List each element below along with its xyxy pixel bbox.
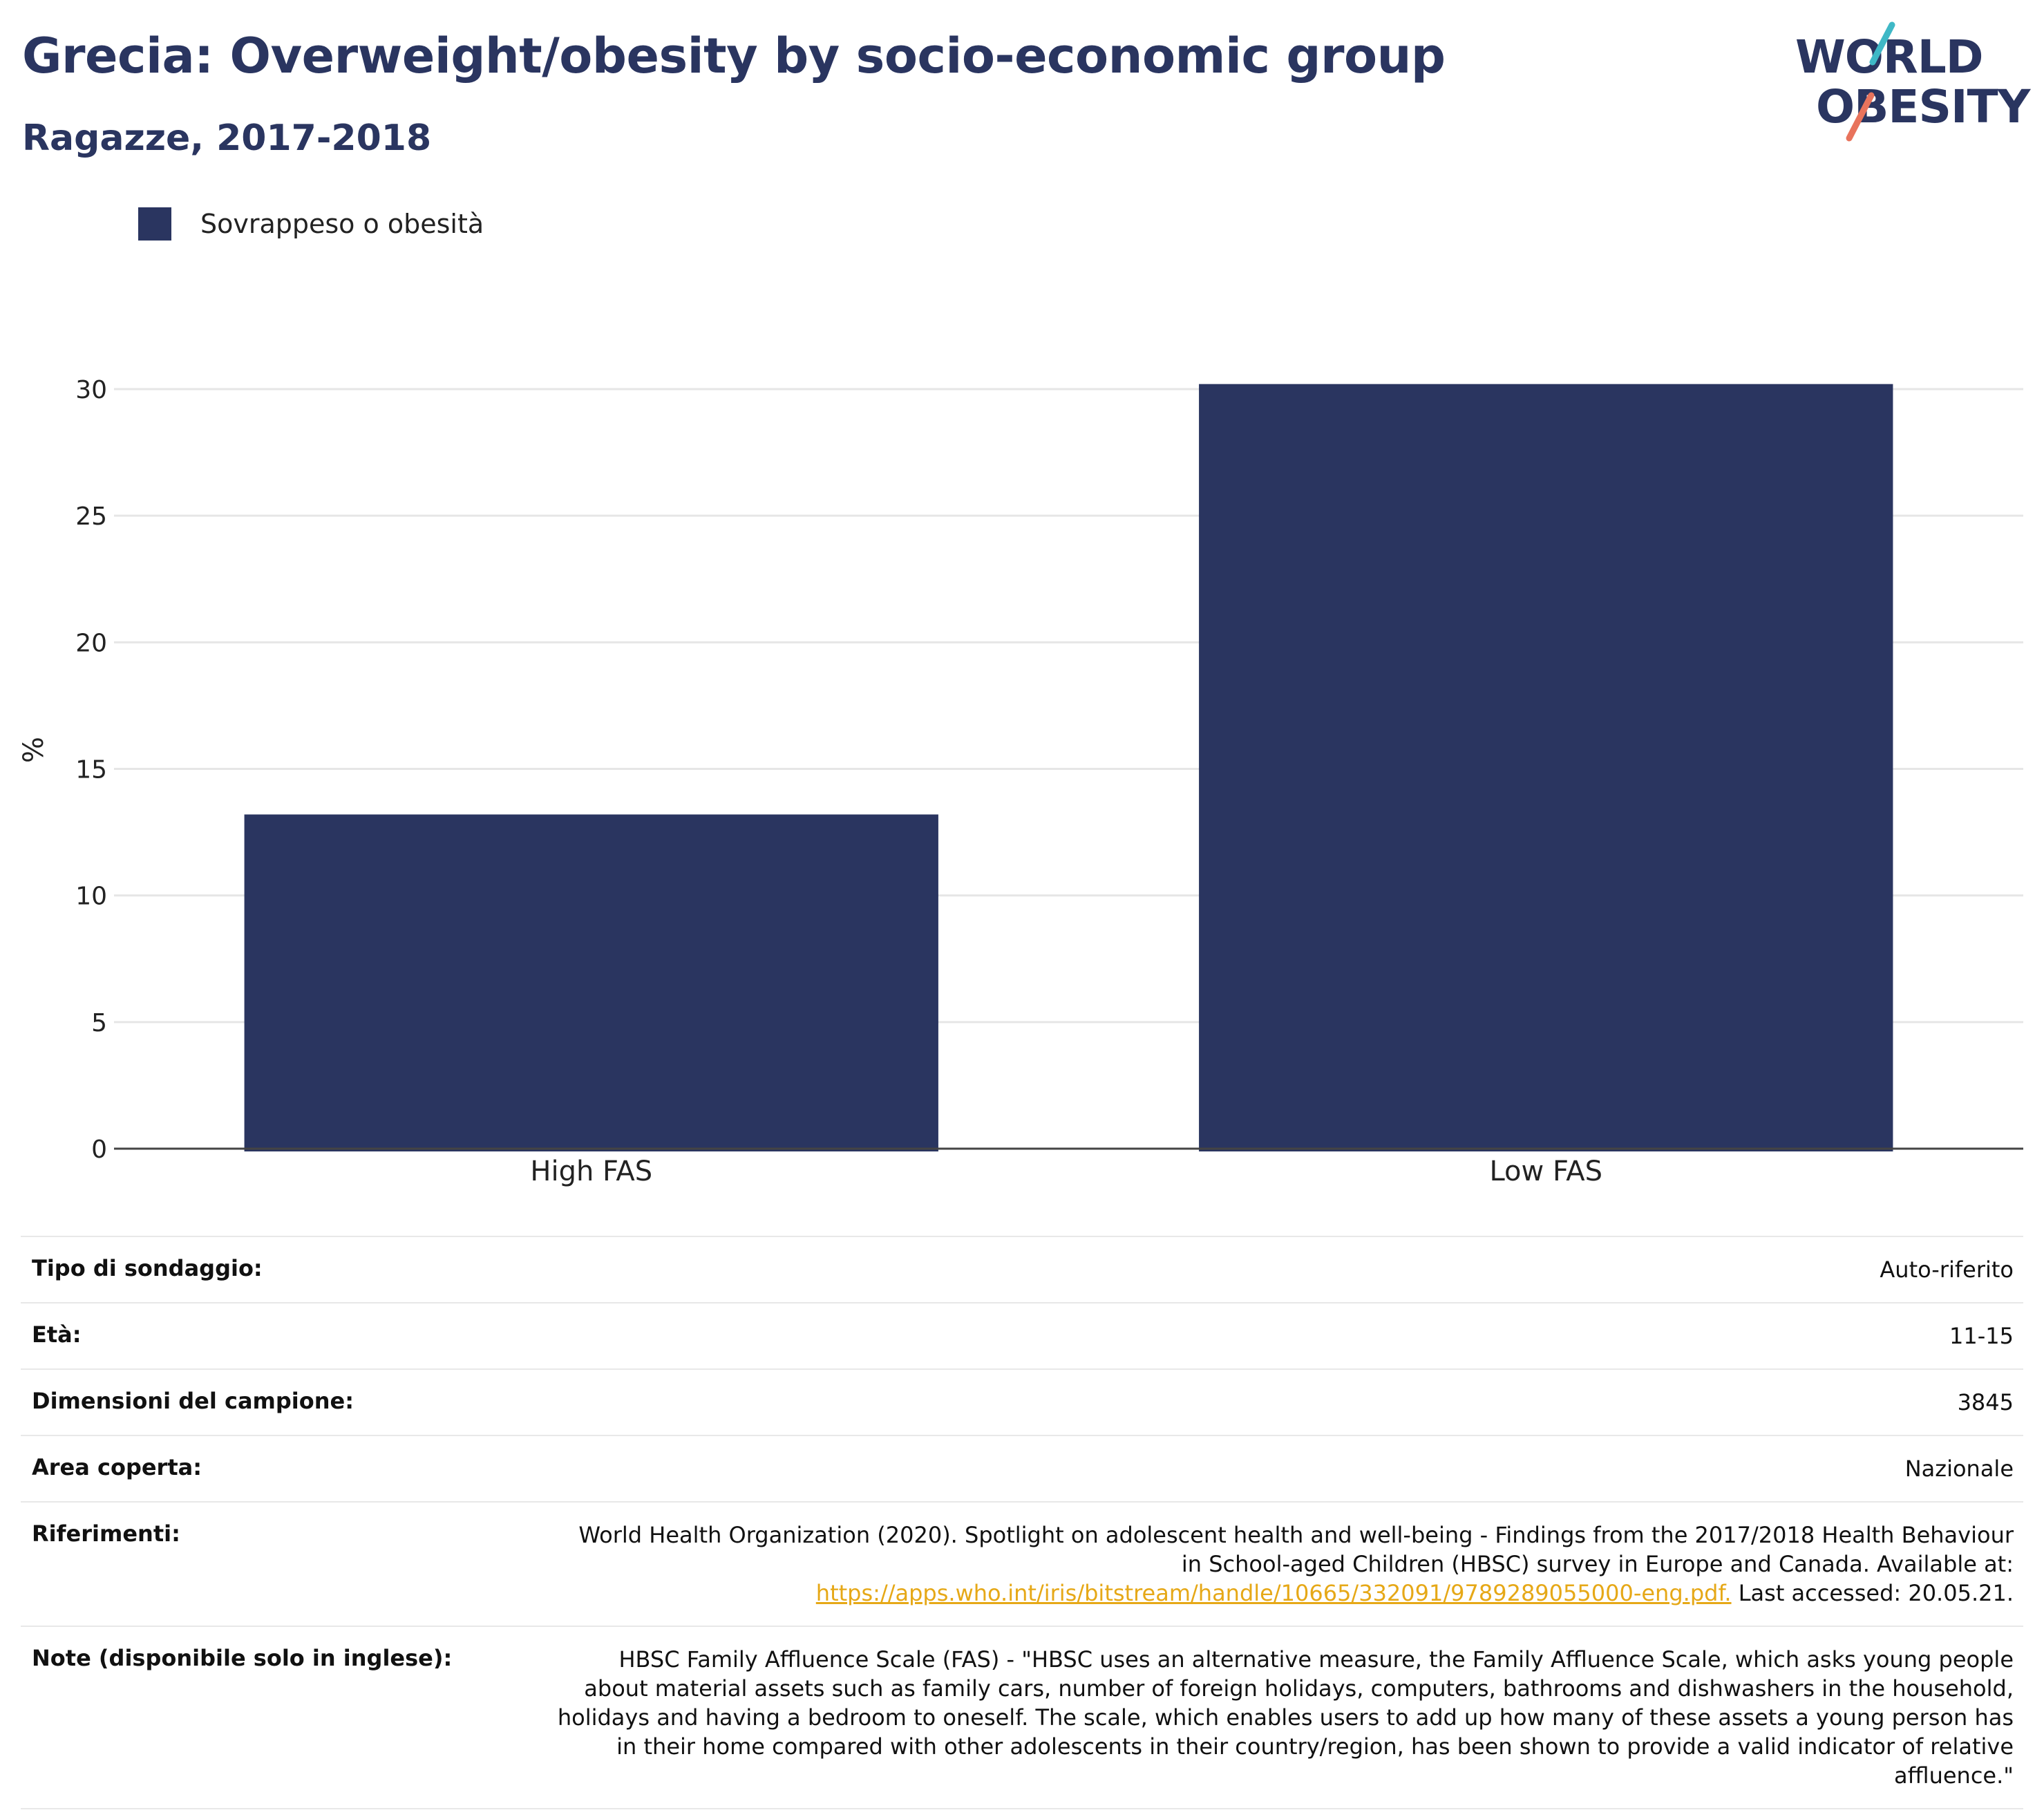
logo-slash-icon bbox=[1846, 21, 1895, 142]
x-tick-label: High FAS bbox=[530, 1156, 652, 1187]
logo-line-1: WORLD bbox=[1795, 30, 1984, 84]
y-tick-label: 15 bbox=[75, 756, 107, 784]
metadata-value: 11-15 bbox=[557, 1321, 2014, 1350]
metadata-key: Area coperta: bbox=[32, 1454, 202, 1480]
x-tick-label: Low FAS bbox=[1489, 1156, 1602, 1187]
metadata-value: 3845 bbox=[557, 1388, 2014, 1417]
y-tick-label: 25 bbox=[75, 502, 107, 531]
metadata-row: Area coperta: Nazionale bbox=[21, 1435, 2023, 1501]
metadata-row: Note (disponibile solo in inglese): HBSC … bbox=[21, 1626, 2023, 1808]
world-obesity-logo: WORLD OBESITY bbox=[1795, 21, 2030, 145]
bar-high-fas bbox=[244, 814, 938, 1151]
chart-subtitle: Ragazze, 2017-2018 bbox=[22, 117, 432, 159]
legend: Sovrappeso o obesità bbox=[138, 207, 484, 241]
metadata-value: HBSC Family Affluence Scale (FAS) - "HBS… bbox=[557, 1645, 2014, 1790]
metadata-value-text: 3845 bbox=[1957, 1389, 2014, 1415]
legend-label: Sovrappeso o obesità bbox=[200, 209, 484, 239]
metadata-key: Tipo di sondaggio: bbox=[32, 1255, 263, 1281]
bar-low-fas bbox=[1199, 384, 1893, 1151]
y-tick-label: 20 bbox=[75, 629, 107, 657]
metadata-key: Riferimenti: bbox=[32, 1521, 180, 1547]
metadata-value-text: 11-15 bbox=[1949, 1323, 2014, 1349]
logo-line-2: OBESITY bbox=[1816, 80, 2030, 133]
y-tick-label: 10 bbox=[75, 883, 107, 911]
metadata-value-text: HBSC Family Affluence Scale (FAS) - "HBS… bbox=[557, 1646, 2014, 1789]
y-axis-label: % bbox=[18, 737, 50, 763]
y-tick-label: 30 bbox=[75, 376, 107, 404]
metadata-value-suffix: Last accessed: 20.05.21. bbox=[1731, 1580, 2014, 1606]
y-tick-label: 5 bbox=[91, 1009, 107, 1037]
chart-title: Grecia: Overweight/obesity by socio-econ… bbox=[22, 28, 1446, 84]
metadata-value-text: Auto-riferito bbox=[1880, 1256, 2014, 1283]
reference-link[interactable]: https://apps.who.int/iris/bitstream/hand… bbox=[815, 1580, 1732, 1606]
metadata-key: Note (disponibile solo in inglese): bbox=[32, 1645, 453, 1671]
metadata-key: Dimensioni del campione: bbox=[32, 1388, 354, 1414]
y-tick-label: 0 bbox=[91, 1136, 107, 1164]
chart-area: 0 5 10 15 20 25 30% High FAS Low FAS bbox=[0, 332, 2044, 1203]
legend-swatch bbox=[138, 207, 171, 241]
metadata-table: Tipo di sondaggio: Auto-riferito Età: 11-15… bbox=[21, 1236, 2023, 1817]
metadata-row: Cutoffs:WHO bbox=[21, 1808, 2023, 1817]
metadata-value: Nazionale bbox=[557, 1454, 2014, 1483]
metadata-value: Auto-riferito bbox=[557, 1255, 2014, 1284]
metadata-value-text: World Health Organization (2020). Spotli… bbox=[578, 1522, 2014, 1577]
metadata-row: Età: 11-15 bbox=[21, 1302, 2023, 1368]
metadata-row: Tipo di sondaggio: Auto-riferito bbox=[21, 1236, 2023, 1302]
metadata-value: World Health Organization (2020). Spotli… bbox=[557, 1521, 2014, 1608]
bar-chart: 0 5 10 15 20 25 30% High FAS Low FAS bbox=[18, 376, 2023, 1187]
metadata-row: Riferimenti: World Health Organization (2… bbox=[21, 1501, 2023, 1626]
metadata-row: Dimensioni del campione: 3845 bbox=[21, 1368, 2023, 1435]
metadata-key: Età: bbox=[32, 1321, 82, 1348]
metadata-value-text: Nazionale bbox=[1904, 1456, 2014, 1482]
